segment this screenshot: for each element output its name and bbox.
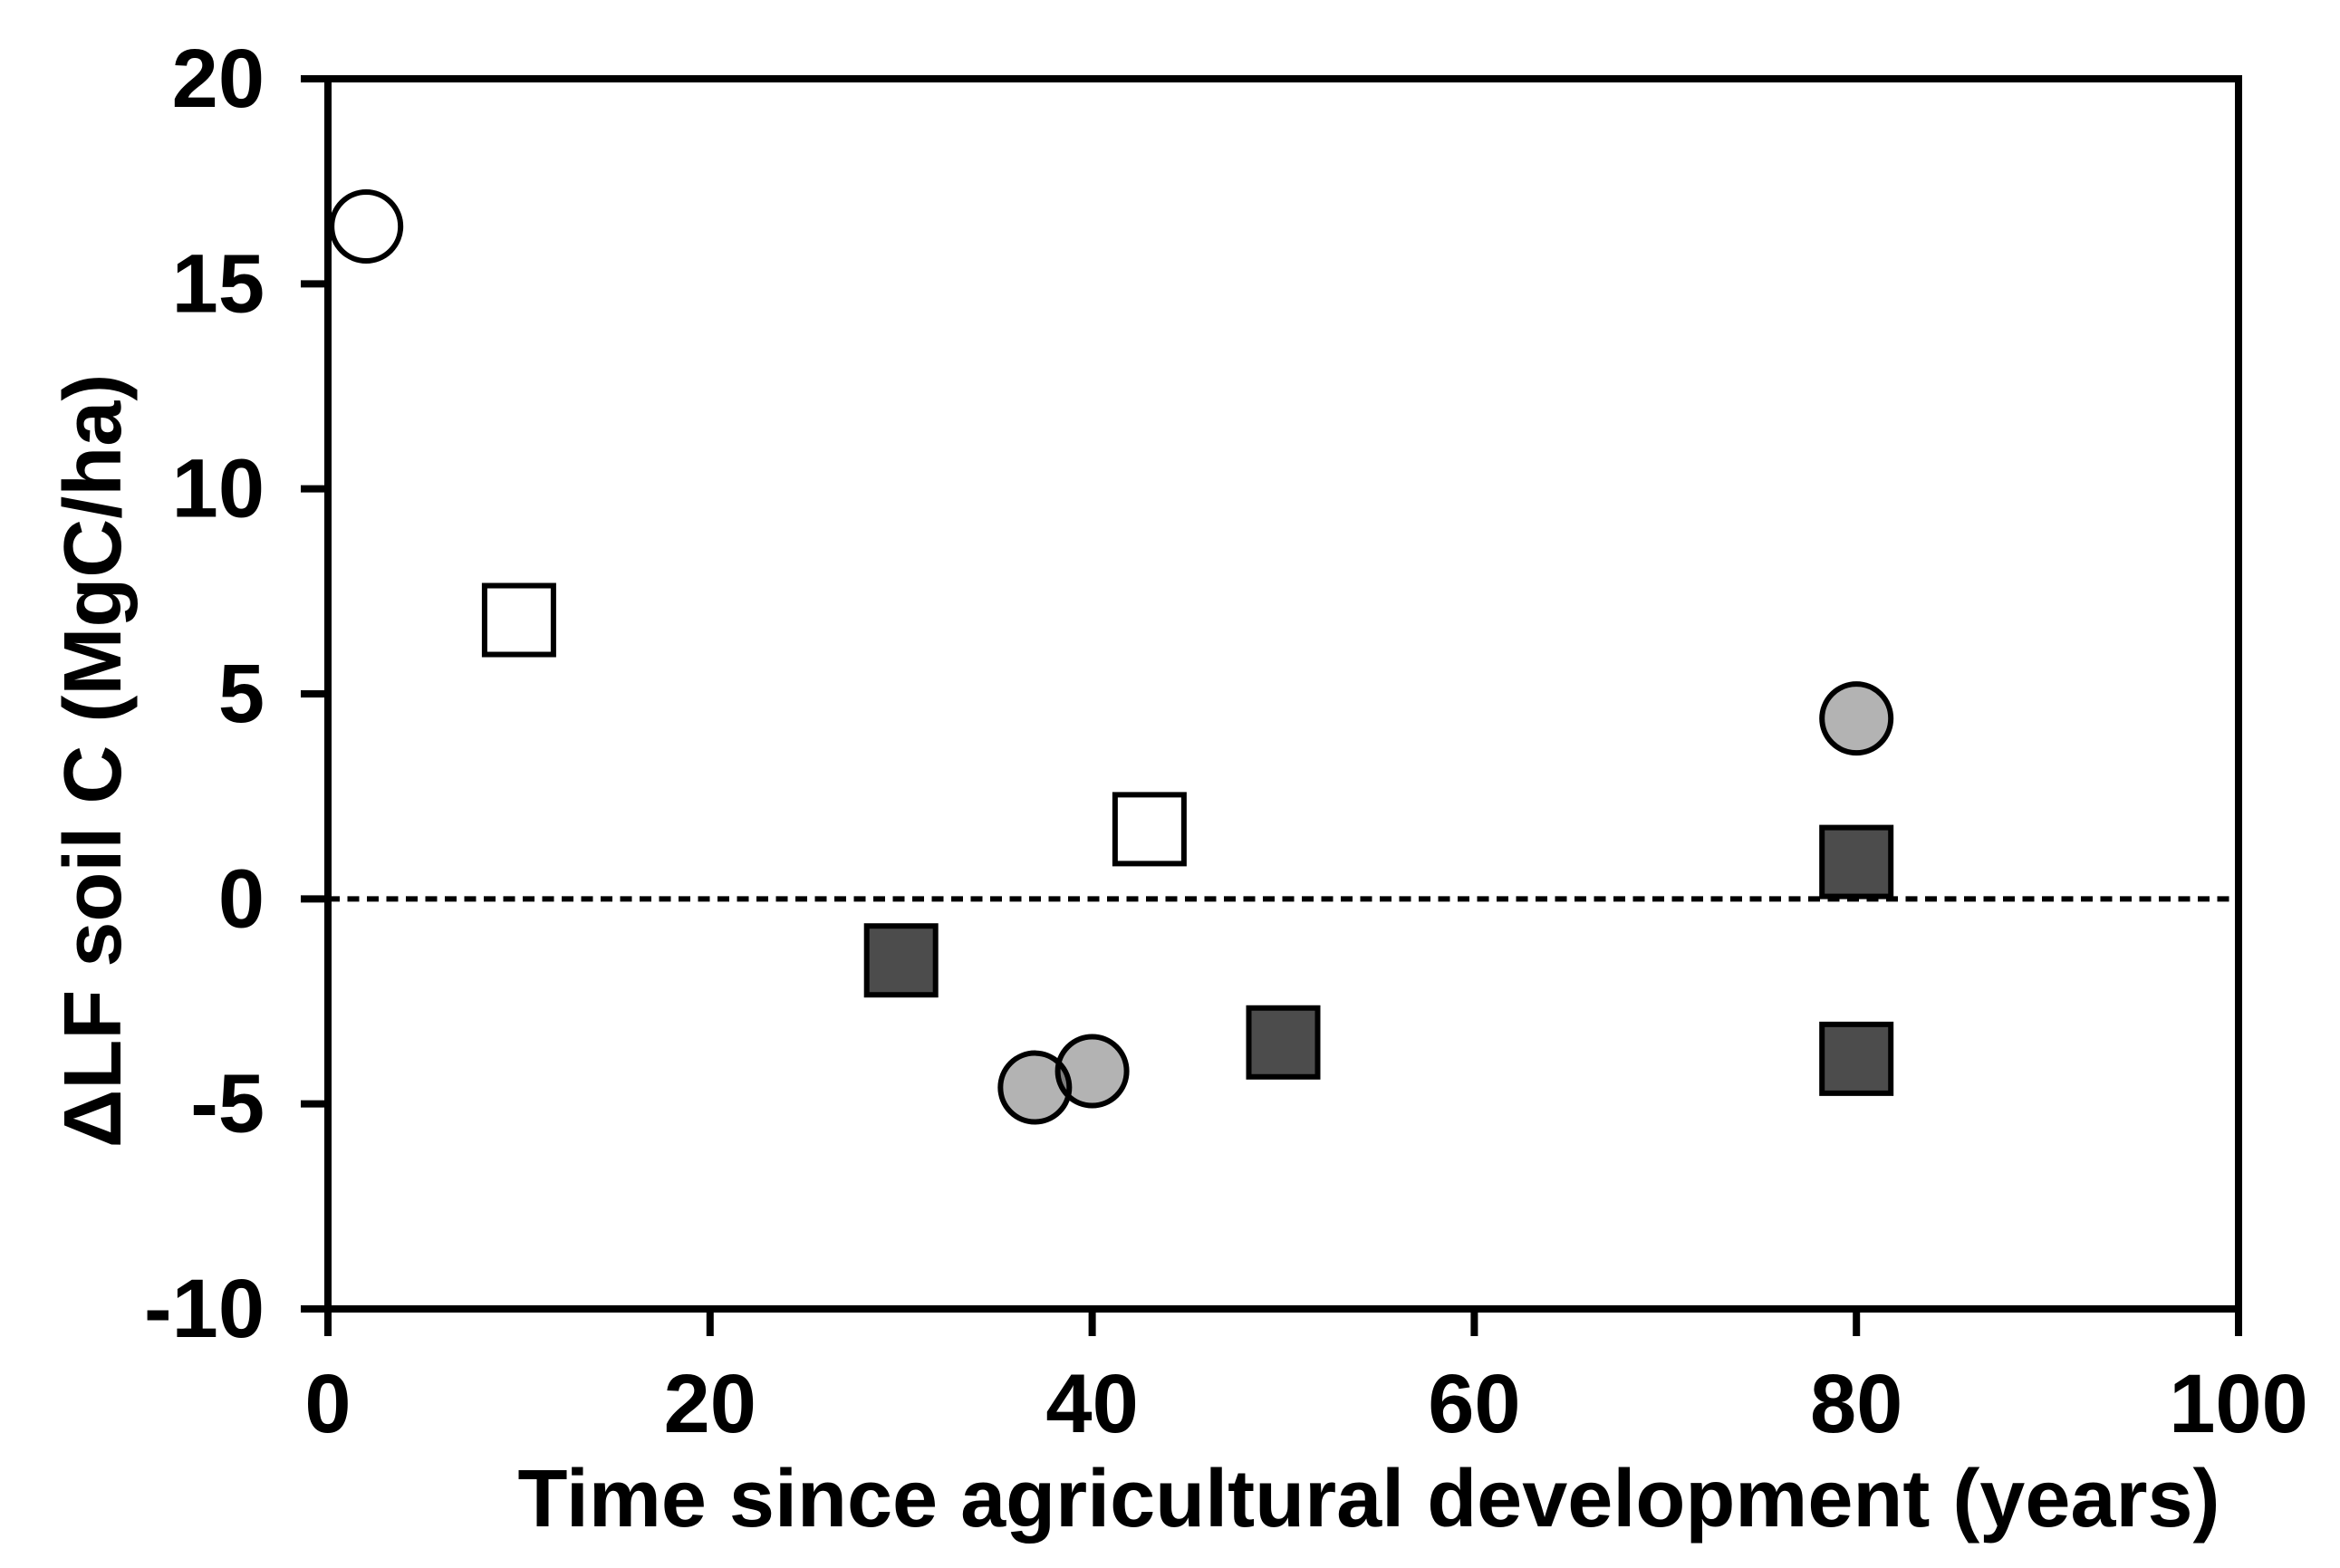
- marker-dark-gray-squares: [1819, 824, 1894, 899]
- x-tick-label: 0: [304, 1358, 351, 1450]
- y-axis-title: ΔLF soil C (MgC/ha): [48, 374, 139, 1149]
- marker-dark-gray-squares: [863, 923, 939, 998]
- marker-open-squares: [1112, 792, 1187, 867]
- y-tick-label: -10: [144, 1263, 265, 1355]
- y-tick-label: 0: [218, 852, 265, 945]
- x-tick-label: 20: [664, 1358, 756, 1450]
- marker-group: [329, 188, 1894, 1125]
- plot-area: [328, 79, 2239, 1309]
- marker-light-gray-circles: [1819, 681, 1894, 756]
- x-tick-label: 60: [1428, 1358, 1520, 1450]
- x-tick-label: 80: [1810, 1358, 1902, 1450]
- marker-open-circles: [329, 188, 404, 264]
- marker-dark-gray-squares: [1246, 1005, 1321, 1080]
- marker-open-squares: [481, 582, 556, 658]
- marker-dark-gray-squares: [1819, 1021, 1894, 1096]
- y-tick-label-group: -10 -5 0 5 10 15 20: [144, 33, 265, 1355]
- x-tick-label-group: 0 20 40 60 80 100: [304, 1358, 2307, 1450]
- y-tick-label: 5: [218, 648, 265, 740]
- x-tick-label: 100: [2169, 1358, 2308, 1450]
- y-tick-group: [301, 75, 330, 1313]
- x-tick-label: 40: [1045, 1358, 1138, 1450]
- y-tick-label: 15: [172, 237, 265, 330]
- y-tick-label: 10: [172, 443, 265, 535]
- marker-light-gray-circles: [1054, 1034, 1130, 1109]
- y-tick-label: 20: [172, 33, 265, 125]
- x-axis-title: Time since agricultural development (yea…: [517, 1454, 2220, 1544]
- y-tick-label: -5: [190, 1058, 265, 1150]
